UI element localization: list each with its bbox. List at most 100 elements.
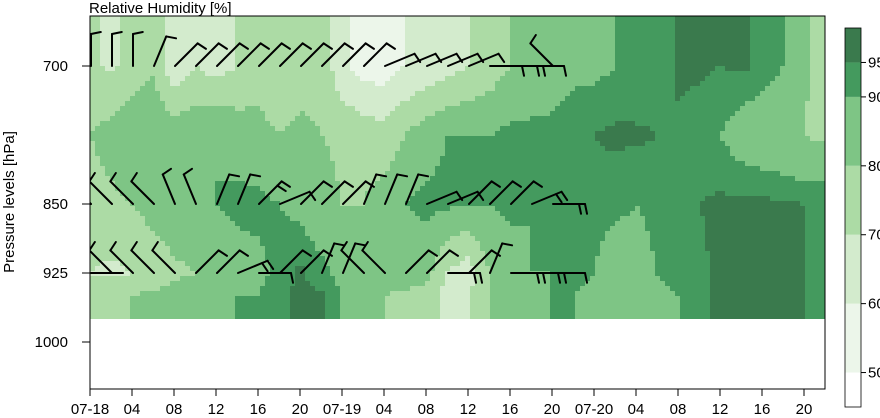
rh-cell xyxy=(220,31,226,37)
rh-cell xyxy=(260,141,266,147)
rh-cell xyxy=(235,276,241,282)
rh-cell xyxy=(100,221,106,227)
rh-cell xyxy=(115,176,121,182)
rh-cell xyxy=(150,281,156,287)
rh-cell xyxy=(175,41,181,47)
rh-cell xyxy=(225,286,231,292)
rh-cell xyxy=(450,291,456,297)
rh-cell xyxy=(310,156,316,162)
rh-cell xyxy=(365,201,371,207)
rh-cell xyxy=(375,106,381,112)
rh-cell xyxy=(300,146,306,152)
rh-cell xyxy=(475,206,481,212)
rh-cell xyxy=(260,281,266,287)
rh-cell xyxy=(325,226,331,232)
rh-cell xyxy=(400,251,406,257)
rh-cell xyxy=(415,26,421,32)
rh-cell xyxy=(165,271,171,277)
rh-cell xyxy=(315,21,321,27)
rh-cell xyxy=(135,116,141,122)
rh-cell xyxy=(330,136,336,142)
rh-cell xyxy=(395,216,401,222)
rh-cell xyxy=(255,276,261,282)
rh-cell xyxy=(330,256,336,262)
rh-cell xyxy=(450,196,456,202)
rh-cell xyxy=(170,26,176,32)
rh-cell xyxy=(295,186,301,192)
rh-cell xyxy=(275,136,281,142)
rh-cell xyxy=(135,76,141,82)
rh-cell xyxy=(445,136,451,142)
rh-cell xyxy=(125,131,131,137)
rh-cell xyxy=(350,156,356,162)
rh-cell xyxy=(205,256,211,262)
rh-cell xyxy=(150,301,156,307)
rh-cell xyxy=(170,121,176,127)
rh-cell xyxy=(310,21,316,27)
rh-cell xyxy=(380,31,386,37)
rh-cell xyxy=(240,16,246,22)
rh-cell xyxy=(310,46,316,52)
rh-cell xyxy=(430,151,436,157)
rh-cell xyxy=(485,71,491,77)
rh-cell xyxy=(165,36,171,42)
rh-cell xyxy=(270,91,276,97)
rh-cell xyxy=(475,161,481,167)
rh-cell xyxy=(400,286,406,292)
rh-cell xyxy=(445,166,451,172)
rh-cell xyxy=(425,306,431,312)
rh-cell xyxy=(290,81,296,87)
rh-cell xyxy=(390,316,396,319)
rh-cell xyxy=(445,191,451,197)
rh-cell xyxy=(400,91,406,97)
rh-cell xyxy=(175,286,181,292)
rh-cell xyxy=(380,126,386,132)
rh-cell xyxy=(320,226,326,232)
rh-cell xyxy=(460,201,466,207)
rh-cell xyxy=(375,36,381,42)
rh-cell xyxy=(490,211,496,217)
rh-cell xyxy=(100,296,106,302)
rh-cell xyxy=(190,256,196,262)
rh-cell xyxy=(310,251,316,257)
rh-cell xyxy=(115,196,121,202)
rh-cell xyxy=(245,196,251,202)
rh-cell xyxy=(185,241,191,247)
rh-cell xyxy=(135,161,141,167)
rh-cell xyxy=(195,211,201,217)
rh-cell xyxy=(240,261,246,267)
rh-cell xyxy=(495,126,501,132)
rh-cell xyxy=(170,146,176,152)
rh-cell xyxy=(215,186,221,192)
rh-cell xyxy=(290,156,296,162)
rh-cell xyxy=(105,216,111,222)
rh-cell xyxy=(245,241,251,247)
rh-cell xyxy=(320,161,326,167)
rh-cell xyxy=(495,261,501,267)
rh-cell xyxy=(355,221,361,227)
rh-cell xyxy=(345,201,351,207)
rh-cell xyxy=(445,226,451,232)
rh-cell xyxy=(430,26,436,32)
rh-cell xyxy=(220,86,226,92)
rh-cell xyxy=(300,221,306,227)
rh-cell xyxy=(230,246,236,252)
rh-cell xyxy=(440,181,446,187)
rh-cell xyxy=(125,41,131,47)
rh-cell xyxy=(365,216,371,222)
rh-cell xyxy=(140,21,146,27)
rh-cell xyxy=(175,236,181,242)
rh-cell xyxy=(235,121,241,127)
rh-cell xyxy=(385,191,391,197)
rh-cell xyxy=(110,96,116,102)
rh-cell xyxy=(250,311,256,317)
rh-cell xyxy=(465,156,471,162)
rh-cell xyxy=(220,166,226,172)
rh-cell xyxy=(410,146,416,152)
rh-cell xyxy=(135,41,141,47)
rh-cell xyxy=(255,311,261,317)
rh-cell xyxy=(385,316,391,319)
rh-cell xyxy=(370,231,376,237)
rh-cell xyxy=(305,71,311,77)
rh-cell xyxy=(125,51,131,57)
